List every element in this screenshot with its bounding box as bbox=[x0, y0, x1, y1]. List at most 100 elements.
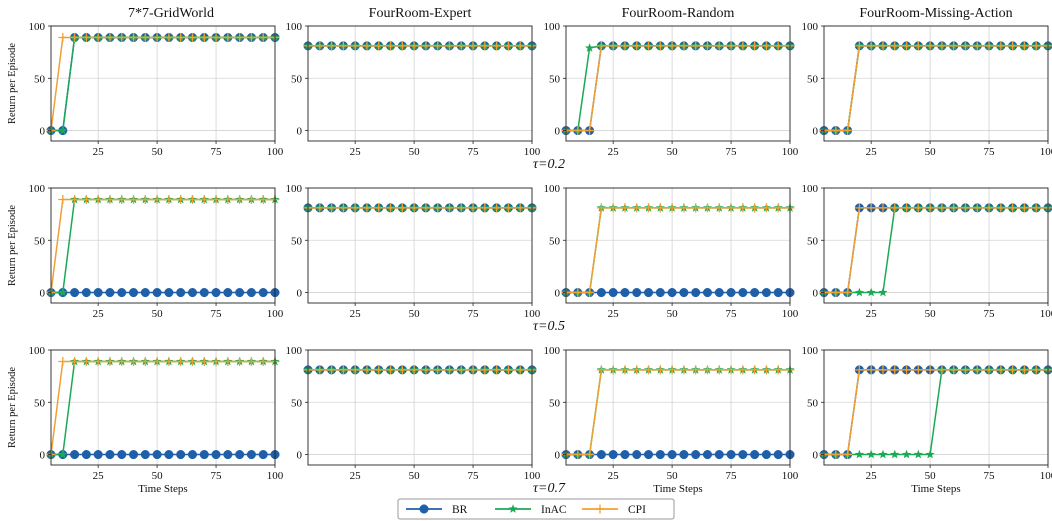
data-point-cpi bbox=[890, 365, 900, 375]
data-point-cpi bbox=[235, 195, 245, 204]
data-point-cpi bbox=[152, 357, 162, 366]
data-point-cpi bbox=[1019, 41, 1029, 51]
data-point-cpi bbox=[480, 41, 490, 51]
y-tick-label: 0 bbox=[40, 288, 46, 300]
x-tick-label: 50 bbox=[667, 146, 679, 158]
data-point-cpi bbox=[972, 365, 982, 375]
data-point-cpi bbox=[374, 41, 384, 51]
y-tick-label: 0 bbox=[40, 450, 46, 462]
panel-r0-c0: 25 50 75 100 0 50 100 Return per Episode bbox=[7, 21, 284, 158]
data-point-br bbox=[620, 449, 630, 460]
data-point-br bbox=[246, 287, 256, 298]
data-point-cpi bbox=[338, 41, 348, 51]
data-point-cpi bbox=[691, 365, 701, 375]
data-point-cpi bbox=[492, 365, 502, 375]
data-point-cpi bbox=[644, 41, 654, 51]
data-point-br bbox=[199, 287, 209, 298]
data-point-br bbox=[773, 287, 783, 298]
data-point-cpi bbox=[937, 203, 947, 213]
data-point-br bbox=[620, 287, 630, 298]
data-point-cpi bbox=[655, 41, 665, 51]
x-tick-label: 75 bbox=[211, 146, 223, 158]
data-point-cpi bbox=[831, 450, 841, 460]
data-point-br bbox=[223, 287, 233, 298]
data-point-cpi bbox=[187, 357, 197, 366]
x-tick-label: 75 bbox=[726, 470, 738, 482]
data-point-cpi bbox=[620, 203, 630, 213]
data-point-br bbox=[117, 449, 127, 460]
data-point-br bbox=[691, 287, 701, 298]
panel-r0-c2: 25 50 75 100 0 50 100 bbox=[544, 21, 799, 158]
data-point-cpi bbox=[444, 41, 454, 51]
data-point-cpi bbox=[81, 33, 91, 42]
data-point-cpi bbox=[468, 41, 478, 51]
data-point-br bbox=[187, 287, 198, 298]
y-tick-label: 0 bbox=[813, 450, 819, 462]
series-line-inac bbox=[51, 36, 275, 132]
y-tick-label: 0 bbox=[297, 288, 303, 300]
data-point-cpi bbox=[468, 365, 478, 375]
x-tick-label: 50 bbox=[925, 470, 937, 482]
data-point-cpi bbox=[596, 203, 606, 213]
data-point-br bbox=[93, 287, 103, 298]
data-point-cpi bbox=[105, 195, 115, 204]
data-point-cpi bbox=[632, 365, 642, 375]
data-point-cpi bbox=[984, 41, 994, 51]
data-point-cpi bbox=[1019, 203, 1029, 213]
data-point-cpi bbox=[152, 195, 162, 204]
x-tick-label: 25 bbox=[93, 146, 105, 158]
data-point-cpi bbox=[93, 195, 103, 204]
data-point-cpi bbox=[902, 203, 912, 213]
legend-item-br: BR bbox=[406, 504, 468, 516]
data-point-cpi bbox=[761, 365, 771, 375]
data-point-inac bbox=[866, 287, 876, 297]
x-tick-label: 100 bbox=[1040, 146, 1052, 158]
data-point-br bbox=[140, 449, 150, 460]
data-point-cpi bbox=[433, 41, 443, 51]
data-point-br bbox=[152, 287, 162, 298]
data-point-cpi bbox=[608, 41, 618, 51]
data-point-inac bbox=[913, 449, 923, 459]
data-point-cpi bbox=[913, 365, 923, 375]
x-tick-label: 25 bbox=[866, 470, 878, 482]
x-tick-label: 50 bbox=[409, 470, 421, 482]
data-point-cpi bbox=[515, 203, 525, 213]
data-point-br bbox=[128, 449, 139, 460]
y-tick-label: 50 bbox=[807, 397, 819, 409]
data-point-cpi bbox=[925, 365, 935, 375]
data-point-cpi bbox=[235, 33, 245, 42]
data-point-cpi bbox=[679, 365, 689, 375]
data-point-cpi bbox=[949, 41, 959, 51]
y-tick-label: 0 bbox=[555, 126, 561, 138]
x-tick-label: 50 bbox=[925, 308, 937, 320]
y-axis-label: Return per Episode bbox=[7, 367, 18, 448]
data-point-inac bbox=[58, 125, 68, 135]
data-point-cpi bbox=[176, 357, 186, 366]
data-point-cpi bbox=[129, 33, 139, 42]
data-point-br bbox=[70, 287, 80, 298]
data-point-cpi bbox=[211, 357, 221, 366]
data-point-cpi bbox=[140, 195, 150, 204]
panel-r2-c1: 25 50 75 100 0 50 100 bbox=[286, 345, 541, 482]
x-tick-label: 100 bbox=[524, 146, 541, 158]
x-tick-label: 25 bbox=[608, 146, 620, 158]
data-point-br bbox=[726, 287, 736, 298]
data-point-cpi bbox=[386, 365, 396, 375]
data-point-br bbox=[199, 449, 209, 460]
column-title: FourRoom-Missing-Action bbox=[859, 6, 1012, 21]
x-tick-label: 50 bbox=[152, 470, 164, 482]
data-point-cpi bbox=[362, 365, 372, 375]
x-tick-label: 75 bbox=[726, 146, 738, 158]
x-tick-label: 50 bbox=[409, 146, 421, 158]
data-point-cpi bbox=[949, 365, 959, 375]
legend-item-cpi: CPI bbox=[582, 504, 646, 516]
data-point-cpi bbox=[409, 365, 419, 375]
data-point-cpi bbox=[1031, 41, 1041, 51]
y-tick-label: 50 bbox=[807, 73, 819, 85]
x-tick-label: 75 bbox=[984, 146, 996, 158]
data-point-br bbox=[176, 449, 186, 460]
data-point-cpi bbox=[503, 203, 513, 213]
data-point-cpi bbox=[913, 41, 923, 51]
data-point-cpi bbox=[315, 41, 325, 51]
x-tick-label: 100 bbox=[524, 470, 541, 482]
